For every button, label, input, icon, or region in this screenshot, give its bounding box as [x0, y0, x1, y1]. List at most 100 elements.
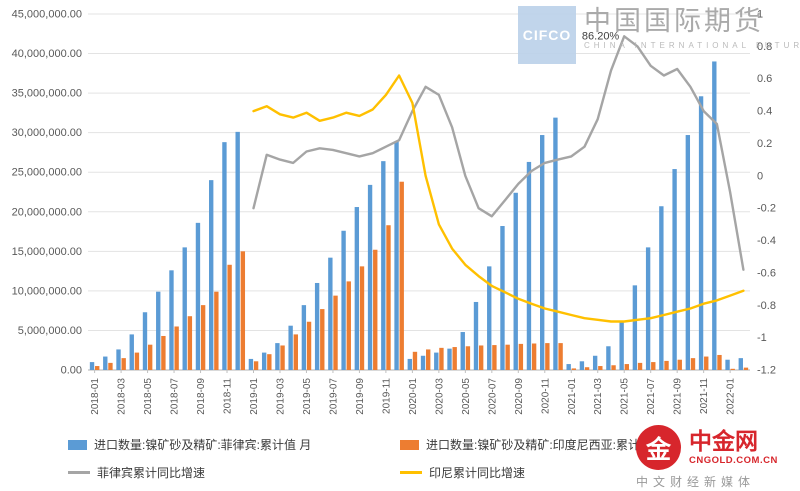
cngold-brand-cn: 中金网	[689, 427, 758, 454]
legend-label: 进口数量:镍矿砂及精矿:菲律宾:累计值 月	[94, 438, 312, 452]
bar	[579, 361, 585, 370]
bar	[147, 344, 153, 370]
cifco-brand-en: CHINA INTERNATIONAL FUTURES	[584, 41, 800, 51]
bar	[373, 249, 378, 370]
bar	[677, 359, 682, 370]
x-tick-label: 2020-01	[408, 378, 419, 415]
legend-swatch-indonesia-yoy-line	[400, 471, 422, 474]
bar	[606, 346, 611, 370]
bar	[280, 345, 285, 370]
bar	[412, 351, 418, 370]
cifco-logo: CIFCO	[518, 6, 576, 64]
bar	[492, 345, 497, 370]
x-tick-label: 2020-03	[434, 378, 445, 415]
bar	[598, 366, 603, 370]
x-tick-label: 2020-11	[540, 378, 551, 414]
right-tick-label: -0.2	[757, 203, 776, 215]
x-tick-label: 2019-11	[381, 378, 392, 414]
x-tick-label: 2020-07	[487, 378, 498, 415]
bar	[505, 344, 510, 370]
legend-swatch-philippines-yoy-line	[68, 471, 90, 474]
bar	[558, 343, 563, 370]
bar	[394, 141, 399, 370]
indonesia-cumulative-bar	[95, 181, 749, 370]
right-tick-label: 0.4	[757, 106, 772, 118]
x-tick-label: 2019-01	[249, 378, 260, 415]
bar	[685, 135, 691, 370]
bar	[320, 309, 325, 370]
bar	[553, 117, 558, 370]
legend-swatch-philippines-cumulative-bar	[68, 439, 87, 450]
bar	[142, 312, 148, 370]
annotation-label: 86.20%	[582, 30, 620, 42]
bar	[89, 362, 95, 370]
left-tick-label: 10,000,000.00	[12, 285, 82, 297]
bar	[487, 266, 492, 370]
bar	[129, 334, 134, 370]
legend-item-philippines-cumulative-bar: 进口数量:镍矿砂及精矿:菲律宾:累计值 月	[68, 436, 311, 453]
bar	[333, 295, 338, 370]
bar	[434, 352, 439, 370]
bar	[698, 96, 704, 370]
bar	[328, 257, 333, 370]
bar	[354, 207, 360, 370]
bar	[478, 345, 484, 370]
legend-swatch-indonesia-cumulative-bar	[400, 439, 419, 450]
left-tick-label: 20,000,000.00	[12, 206, 82, 218]
nickel-import-combo-chart: 45,000,000.00 40,000,000.00 35,000,000.00 3…	[12, 9, 776, 415]
bar	[632, 285, 638, 370]
cngold-logo-icon: 金	[636, 425, 681, 470]
bar	[195, 222, 201, 370]
legend-label: 菲律宾累计同比增速	[97, 466, 206, 480]
bar	[399, 181, 404, 370]
x-tick-label: 2019-07	[328, 378, 339, 415]
x-tick-label: 2021-07	[646, 378, 657, 415]
left-tick-label: 0.00	[61, 365, 82, 377]
x-tick-label: 2018-03	[117, 378, 128, 415]
bar	[518, 343, 524, 370]
bar	[566, 364, 571, 370]
bar	[301, 305, 307, 370]
indonesia-yoy-line	[252, 74, 745, 323]
bar	[712, 61, 717, 370]
right-tick-label: 0.8	[757, 41, 772, 53]
bar	[690, 358, 696, 370]
bar	[531, 343, 537, 370]
right-tick-label: 0.6	[757, 73, 772, 85]
cngold-logo-glyph: 金	[645, 435, 671, 464]
left-tick-label: 45,000,000.00	[12, 9, 82, 21]
bar	[743, 367, 749, 370]
x-tick-label: 2018-11	[223, 378, 234, 414]
bar	[439, 347, 444, 370]
bar	[664, 360, 669, 370]
bar	[645, 247, 651, 370]
bar	[592, 355, 598, 370]
bar	[513, 192, 518, 370]
x-tick-label: 2019-09	[355, 378, 366, 415]
bar	[134, 352, 140, 370]
legend-label: 印尼累计同比增速	[429, 466, 526, 480]
bar	[156, 291, 161, 370]
cngold-brand-block: 中金网 CNGOLD.COM.CN	[689, 429, 778, 466]
x-tick-label: 2018-09	[196, 378, 207, 415]
bar	[108, 362, 113, 370]
bar	[704, 356, 709, 370]
x-tick-label: 2021-01	[567, 378, 578, 415]
legend-item-indonesia-cumulative-bar: 进口数量:镍矿砂及精矿:印度尼西亚:累计值 月	[400, 436, 667, 453]
bar	[261, 352, 267, 370]
cngold-watermark: 金 中金网 CNGOLD.COM.CN 中文财经新媒体	[636, 425, 778, 490]
bar	[275, 343, 280, 370]
bar	[426, 349, 431, 370]
bar	[452, 347, 457, 370]
left-tick-label: 35,000,000.00	[12, 88, 82, 100]
cifco-brand-cn: 中国国际期货	[584, 6, 764, 36]
bar	[540, 135, 545, 370]
bar	[637, 362, 643, 370]
left-tick-label: 15,000,000.00	[12, 246, 82, 258]
x-tick-label: 2018-07	[170, 378, 181, 415]
bar	[306, 321, 312, 370]
cifco-logo-text: CIFCO	[522, 27, 572, 43]
bar	[367, 184, 373, 370]
